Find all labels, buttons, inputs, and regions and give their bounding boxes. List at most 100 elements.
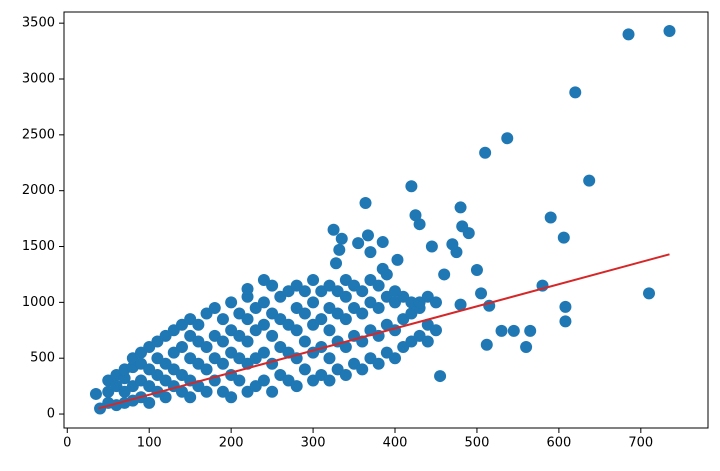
point: [200, 363, 213, 376]
point: [352, 237, 365, 250]
x-tick-label: 500: [465, 436, 490, 451]
point: [290, 380, 303, 393]
regression-line: [98, 253, 670, 410]
point: [454, 298, 467, 311]
y-tick-label: 2500: [22, 127, 55, 142]
x-tick-label: 600: [546, 436, 571, 451]
point: [520, 341, 533, 354]
y-tick-label: 0: [47, 407, 55, 422]
point: [225, 296, 238, 309]
x-tick-label: 200: [219, 436, 244, 451]
point: [257, 374, 270, 387]
point: [184, 391, 197, 404]
point: [333, 243, 346, 256]
y-tick-label: 1500: [22, 239, 55, 254]
point: [307, 296, 320, 309]
point: [356, 363, 369, 376]
point: [389, 352, 402, 365]
point: [429, 324, 442, 337]
point: [372, 301, 385, 314]
y-tick-label: 3500: [22, 16, 55, 31]
y-tick-label: 3000: [22, 72, 55, 87]
point: [475, 287, 488, 300]
point: [257, 296, 270, 309]
point: [479, 146, 492, 159]
point: [622, 28, 635, 41]
point: [257, 346, 270, 359]
point: [143, 396, 156, 409]
point: [315, 313, 328, 326]
point: [216, 357, 229, 370]
watermark: @稀土掘金技术社区: [586, 447, 712, 463]
point: [225, 391, 238, 404]
point: [216, 313, 229, 326]
point: [405, 180, 418, 193]
x-tick-label: 300: [301, 436, 326, 451]
point: [241, 313, 254, 326]
point: [298, 363, 311, 376]
point: [339, 368, 352, 381]
point: [356, 285, 369, 298]
point: [159, 391, 172, 404]
point: [583, 174, 596, 187]
point: [330, 257, 343, 270]
point: [361, 229, 374, 242]
x-tick-label: 400: [383, 436, 408, 451]
point: [307, 274, 320, 287]
point: [524, 324, 537, 337]
point: [376, 262, 389, 275]
point: [454, 201, 467, 214]
point: [507, 324, 520, 337]
point: [359, 196, 372, 209]
point: [470, 263, 483, 276]
point: [413, 218, 426, 231]
point: [438, 268, 451, 281]
point: [495, 324, 508, 337]
point: [290, 324, 303, 337]
point: [323, 352, 336, 365]
point: [298, 335, 311, 348]
point: [569, 86, 582, 99]
point: [544, 211, 557, 224]
point: [446, 238, 459, 251]
point: [118, 372, 131, 385]
point: [175, 341, 188, 354]
point: [241, 335, 254, 348]
x-tick-label: 0: [63, 436, 71, 451]
point: [298, 307, 311, 320]
point: [233, 374, 246, 387]
point: [266, 385, 279, 398]
point: [434, 370, 447, 383]
point: [241, 282, 254, 295]
point: [266, 329, 279, 342]
point: [192, 318, 205, 331]
point: [323, 374, 336, 387]
point: [557, 231, 570, 244]
point: [643, 287, 656, 300]
point: [216, 335, 229, 348]
point: [356, 307, 369, 320]
point: [327, 223, 340, 236]
point: [480, 338, 493, 351]
point: [372, 279, 385, 292]
y-tick-label: 500: [30, 351, 55, 366]
point: [323, 324, 336, 337]
point: [425, 240, 438, 253]
point: [339, 290, 352, 303]
point: [257, 274, 270, 287]
x-tick-label: 100: [137, 436, 162, 451]
point: [298, 285, 311, 298]
point: [391, 253, 404, 266]
point: [339, 313, 352, 326]
point: [257, 318, 270, 331]
plot-frame: [63, 11, 709, 429]
point: [456, 220, 469, 233]
point: [421, 335, 434, 348]
point: [409, 209, 422, 222]
point: [89, 387, 102, 400]
point: [376, 236, 389, 249]
point: [429, 296, 442, 309]
y-tick-label: 2000: [22, 183, 55, 198]
point: [200, 385, 213, 398]
